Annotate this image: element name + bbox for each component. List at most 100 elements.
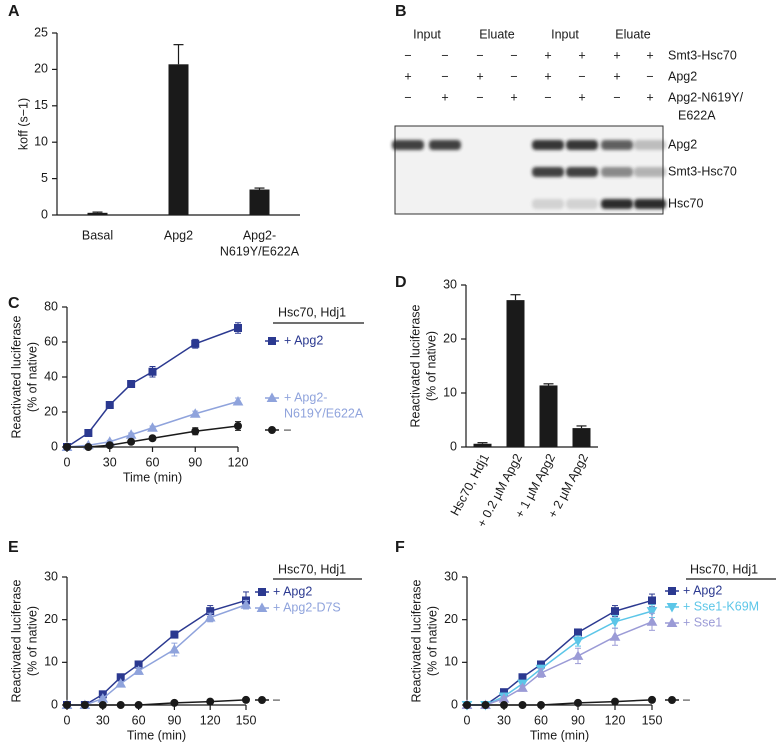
y-tick-label: 0 [41, 207, 48, 221]
y-axis-label: (% of native) [425, 606, 439, 676]
marker [258, 696, 266, 704]
lane-sign: − [441, 48, 448, 62]
marker [611, 607, 619, 616]
y-axis-label: (% of native) [25, 606, 39, 676]
marker [481, 701, 490, 709]
marker [206, 697, 215, 706]
y-tick-label: 10 [34, 134, 48, 148]
y-tick-label: 20 [34, 62, 48, 76]
marker [266, 392, 278, 402]
marker [98, 701, 107, 709]
legend-label: + Apg2- [284, 390, 327, 404]
legend-title: Hsc70, Hdj1 [278, 562, 346, 576]
lane-sign: + [578, 48, 585, 62]
marker [500, 701, 508, 709]
marker [609, 631, 621, 641]
lane-group-header: Eluate [479, 27, 514, 41]
y-tick-label: 10 [444, 655, 458, 669]
x-tick-label: 0 [64, 713, 71, 727]
marker [268, 426, 276, 434]
series-line [467, 610, 653, 706]
marker [133, 665, 144, 675]
series-line [67, 599, 247, 706]
band-label: Hsc70 [668, 196, 703, 210]
legend-label: – [273, 692, 280, 706]
panel-label: D [395, 274, 407, 291]
marker [268, 337, 276, 345]
marker [668, 587, 676, 595]
lane-sign: + [578, 90, 585, 104]
gel-band [566, 167, 598, 177]
marker [463, 701, 471, 709]
marker [127, 380, 136, 388]
gel-band [634, 199, 666, 209]
lane-sign: + [613, 69, 620, 83]
x-tick-label: 60 [146, 455, 160, 469]
marker [191, 339, 200, 348]
bar [168, 64, 189, 215]
marker [134, 701, 143, 709]
marker [189, 408, 201, 418]
y-tick-label: 20 [443, 331, 457, 345]
x-tick-label: 90 [188, 455, 202, 469]
x-tick-label: 150 [236, 713, 257, 727]
lane-sign: − [404, 48, 411, 62]
x-tick-label: 0 [64, 455, 71, 469]
y-tick-label: 10 [44, 655, 58, 669]
bar [87, 212, 108, 215]
lane-sign: − [510, 48, 517, 62]
gel-band [601, 199, 633, 209]
gel-band [566, 140, 598, 150]
lane-group-header: Input [413, 27, 441, 41]
y-tick-label: 0 [450, 439, 457, 453]
marker [234, 324, 242, 332]
y-axis-label: Reactivated luciferase [9, 579, 23, 702]
lane-sign: − [476, 48, 483, 62]
marker [191, 427, 200, 436]
lane-sign: − [441, 69, 448, 83]
row-label: E622A [678, 108, 716, 122]
x-axis-label: Time (min) [127, 728, 186, 742]
x-axis-label: Time (min) [123, 470, 182, 484]
y-tick-label: 20 [444, 612, 458, 626]
marker [63, 701, 71, 709]
lane-sign: + [544, 48, 551, 62]
marker [648, 695, 656, 704]
lane-sign: + [476, 69, 483, 83]
marker [648, 596, 656, 605]
gel-band [532, 199, 564, 209]
x-tick-label: 120 [200, 713, 221, 727]
gel-band [532, 167, 564, 177]
x-tick-label: 30 [103, 455, 117, 469]
legend-label: + Apg2-D7S [273, 600, 341, 614]
gel-band [601, 140, 633, 150]
marker [232, 395, 244, 406]
gel-band [566, 199, 598, 209]
y-axis-label: Reactivated luciferase [408, 304, 422, 427]
x-axis-label: Time (min) [530, 728, 589, 742]
y-tick-label: 30 [44, 569, 58, 583]
lane-sign: − [510, 69, 517, 83]
marker [127, 437, 136, 446]
y-tick-label: 40 [44, 369, 58, 383]
y-tick-label: 5 [41, 171, 48, 185]
legend-title: Hsc70, Hdj1 [690, 562, 758, 576]
legend-label: – [284, 422, 291, 436]
marker [572, 650, 584, 660]
x-tick-label: 90 [167, 713, 181, 727]
x-tick-label: 90 [571, 713, 585, 727]
y-tick-label: 80 [44, 299, 58, 313]
y-tick-label: 15 [34, 98, 48, 112]
lane-sign: − [578, 69, 585, 83]
y-axis-label: Reactivated luciferase [409, 579, 423, 702]
marker [609, 617, 621, 628]
panel-label: A [8, 3, 20, 20]
y-axis-label: (% of native) [25, 342, 39, 412]
marker [147, 422, 158, 432]
y-tick-label: 30 [444, 569, 458, 583]
marker [666, 617, 678, 627]
y-tick-label: 60 [44, 334, 58, 348]
x-tick-label: 150 [642, 713, 663, 727]
legend-label: + Apg2 [273, 584, 312, 598]
marker [116, 701, 125, 709]
